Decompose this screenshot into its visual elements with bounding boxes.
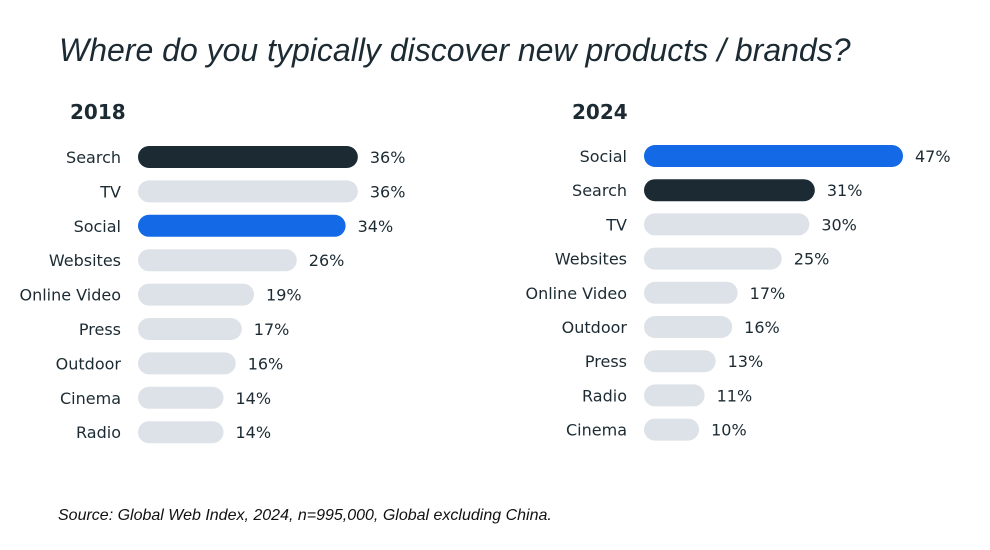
bar	[644, 145, 903, 167]
value-label: 16%	[744, 318, 780, 337]
bar	[644, 418, 700, 441]
panel-2024-title: 2024	[572, 100, 628, 124]
chart-panel-2018: Search 36% TV 36% Social 34% Websites 26% Online…	[19, 146, 406, 444]
value-label: 47%	[915, 147, 951, 166]
category-label: Cinema	[566, 421, 627, 440]
bar	[138, 283, 255, 306]
value-label: 17%	[750, 284, 786, 303]
value-label: 25%	[794, 250, 830, 269]
category-label: Press	[585, 352, 627, 371]
bar	[644, 213, 810, 236]
category-label: Radio	[76, 423, 121, 442]
bar	[138, 386, 224, 409]
category-label: Websites	[49, 251, 121, 270]
value-label: 36%	[370, 182, 406, 201]
category-label: TV	[99, 182, 121, 201]
bar	[138, 352, 236, 375]
value-label: 36%	[370, 148, 406, 167]
category-label: Radio	[582, 386, 627, 405]
bar	[644, 179, 815, 202]
category-label: Cinema	[60, 389, 121, 408]
category-label: Online Video	[19, 286, 121, 305]
bar	[138, 180, 358, 203]
value-label: 16%	[248, 354, 284, 373]
category-label: Search	[66, 148, 121, 167]
value-label: 14%	[235, 389, 271, 408]
panel-2018-title: 2018	[70, 100, 126, 124]
bar	[644, 247, 782, 270]
value-label: 14%	[235, 423, 271, 442]
category-label: Social	[74, 217, 121, 236]
chart-panel-2024: Social 47% Search 31% TV 30% Websites 25% Online…	[525, 145, 951, 441]
bar	[138, 146, 358, 168]
value-label: 19%	[266, 286, 302, 305]
value-label: 17%	[254, 320, 290, 339]
source-note: Source: Global Web Index, 2024, n=995,00…	[58, 507, 552, 524]
value-label: 31%	[827, 181, 863, 200]
value-label: 34%	[358, 217, 394, 236]
bar	[644, 281, 738, 304]
category-label: Websites	[555, 250, 627, 269]
value-label: 30%	[821, 215, 857, 234]
category-label: Outdoor	[56, 354, 122, 373]
value-label: 11%	[717, 386, 753, 405]
bar	[644, 316, 733, 338]
bar	[138, 421, 224, 444]
bar	[138, 249, 297, 272]
bar	[644, 350, 716, 373]
category-label: Social	[580, 147, 627, 166]
category-label: Search	[572, 181, 627, 200]
category-label: Press	[79, 320, 121, 339]
bar	[138, 214, 346, 237]
category-label: Outdoor	[562, 318, 628, 337]
bar	[138, 318, 242, 340]
bar	[644, 384, 705, 407]
value-label: 26%	[309, 251, 345, 270]
category-label: TV	[605, 215, 627, 234]
chart-title: Where do you typically discover new prod…	[59, 32, 851, 68]
value-label: 10%	[711, 421, 747, 440]
value-label: 13%	[728, 352, 764, 371]
category-label: Online Video	[525, 284, 627, 303]
